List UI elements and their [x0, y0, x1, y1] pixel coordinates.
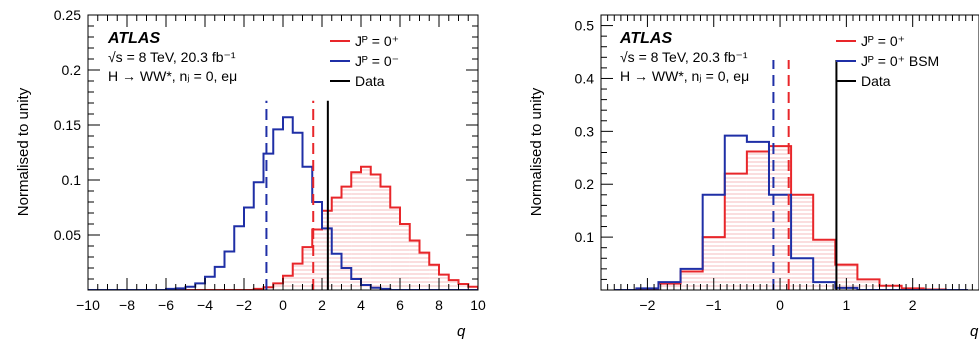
x-tick-label: 8 — [435, 297, 443, 313]
x-tick-label: −2 — [639, 297, 655, 313]
x-tick-label: 2 — [909, 297, 917, 313]
legend-entry: Data — [355, 73, 385, 89]
legend-entry: Jᴾ = 0⁻ — [355, 53, 399, 69]
legend-entry: Jᴾ = 0⁺ — [355, 33, 399, 49]
x-tick-label: 10 — [470, 297, 486, 313]
histogram-bin-fill — [380, 186, 391, 290]
histogram-bin-fill — [419, 252, 430, 290]
legend-entry: Jᴾ = 0⁺ — [861, 33, 905, 49]
left-panel: Normalised to unity q −10 −8 −6 −4 −2 0 2 4 6 8 10… — [15, 7, 486, 340]
histogram-bin-fill — [273, 283, 283, 290]
x-tick-label: −10 — [76, 297, 100, 313]
histogram-bin-fill — [400, 224, 410, 290]
x-axis-label: q — [457, 323, 466, 340]
histogram-bin-fill — [468, 286, 478, 290]
y-tick-label: 0.1 — [62, 172, 82, 188]
y-axis-label: Normalised to unity — [528, 87, 545, 216]
y-tick-label: 0.4 — [575, 70, 595, 86]
histogram-bin-fill — [331, 197, 342, 290]
histogram-bin-fill — [680, 271, 703, 290]
x-tick-label: −6 — [158, 297, 174, 313]
histogram-bin-fill — [429, 264, 439, 290]
y-axis-label: Normalised to unity — [15, 87, 32, 216]
histogram-bin-fill — [458, 283, 469, 290]
histogram-bin-fill — [791, 194, 814, 290]
y-tick-label: 0.15 — [54, 117, 81, 133]
right-panel: Normalised to unity q −2 −1 0 1 2 0.1 0.2 0.3 0.… — [528, 14, 979, 340]
histogram-bin-fill — [813, 239, 836, 290]
histogram-bin-fill — [724, 173, 747, 290]
histogram-bin-fill — [746, 151, 769, 290]
histogram-bin-fill — [439, 274, 449, 290]
histogram-bin-fill — [658, 283, 681, 290]
histogram-bin-fill — [835, 264, 858, 290]
atlas-annotation: ATLAS √s = 8 TeV, 20.3 fb⁻¹ H → WW*, nⱼ … — [107, 30, 237, 84]
histogram-bin-fill — [312, 229, 322, 290]
energy-luminosity-label: √s = 8 TeV, 20.3 fb⁻¹ — [108, 49, 236, 65]
legend-entry: Jᴾ = 0⁺ BSM — [861, 53, 939, 69]
legend-entry: Data — [861, 73, 891, 89]
y-tick-label: 0.2 — [62, 62, 82, 78]
histogram-bin-fill — [302, 247, 313, 290]
histogram-bin-fill — [370, 174, 381, 290]
legend: Jᴾ = 0⁺ Jᴾ = 0⁺ BSM Data — [836, 33, 939, 89]
x-tick-label: −2 — [236, 297, 252, 313]
energy-luminosity-label: √s = 8 TeV, 20.3 fb⁻¹ — [620, 49, 748, 65]
x-tick-label: 0 — [279, 297, 287, 313]
histogram-bin-fill — [879, 285, 902, 290]
histogram-bin-fill — [351, 172, 361, 290]
histogram-bin-fill — [390, 207, 400, 290]
histogram-bin-fill — [857, 279, 880, 290]
atlas-annotation: ATLAS √s = 8 TeV, 20.3 fb⁻¹ H → WW*, nⱼ … — [619, 30, 749, 84]
x-tick-label: 4 — [357, 297, 365, 313]
y-tick-label: 0.05 — [54, 227, 81, 243]
x-tick-label: 6 — [396, 297, 404, 313]
histogram-bin-fill — [361, 166, 371, 290]
histogram-bin-fill — [341, 186, 352, 290]
plot-area: −2 −1 0 1 2 0.1 0.2 0.3 0.4 0.5 — [575, 14, 979, 313]
y-tick-label: 0.5 — [575, 18, 595, 34]
y-tick-label: 0.2 — [575, 176, 595, 192]
x-tick-label: 1 — [842, 297, 850, 313]
x-tick-label: −8 — [119, 297, 135, 313]
histogram-bin-fill — [409, 240, 420, 290]
x-tick-label: 2 — [318, 297, 326, 313]
histogram-bin-fill — [768, 146, 792, 290]
x-axis-label: q — [970, 323, 979, 340]
x-tick-label: −1 — [706, 297, 722, 313]
y-tick-label: 0.3 — [575, 123, 595, 139]
histogram-bin-fill — [283, 275, 293, 290]
legend: Jᴾ = 0⁺ Jᴾ = 0⁻ Data — [330, 33, 399, 89]
experiment-label: ATLAS — [107, 30, 160, 47]
experiment-label: ATLAS — [619, 30, 672, 47]
x-tick-label: 0 — [776, 297, 784, 313]
y-tick-label: 0.1 — [575, 229, 595, 245]
histogram-bin-fill — [292, 263, 303, 290]
histogram-bin-fill — [263, 287, 274, 290]
histogram-series-2 — [614, 134, 968, 290]
plot-area: −10 −8 −6 −4 −2 0 2 4 6 8 10 0.05 0.1 0.15 0.2 0.25 — [54, 7, 486, 313]
channel-label: H → WW*, nⱼ = 0, eμ — [108, 68, 237, 84]
channel-label: H → WW*, nⱼ = 0, eμ — [620, 68, 749, 84]
x-tick-label: −4 — [197, 297, 213, 313]
histogram-bin-fill — [702, 237, 725, 290]
histogram-bin-fill — [448, 280, 459, 290]
y-tick-label: 0.25 — [54, 7, 81, 23]
